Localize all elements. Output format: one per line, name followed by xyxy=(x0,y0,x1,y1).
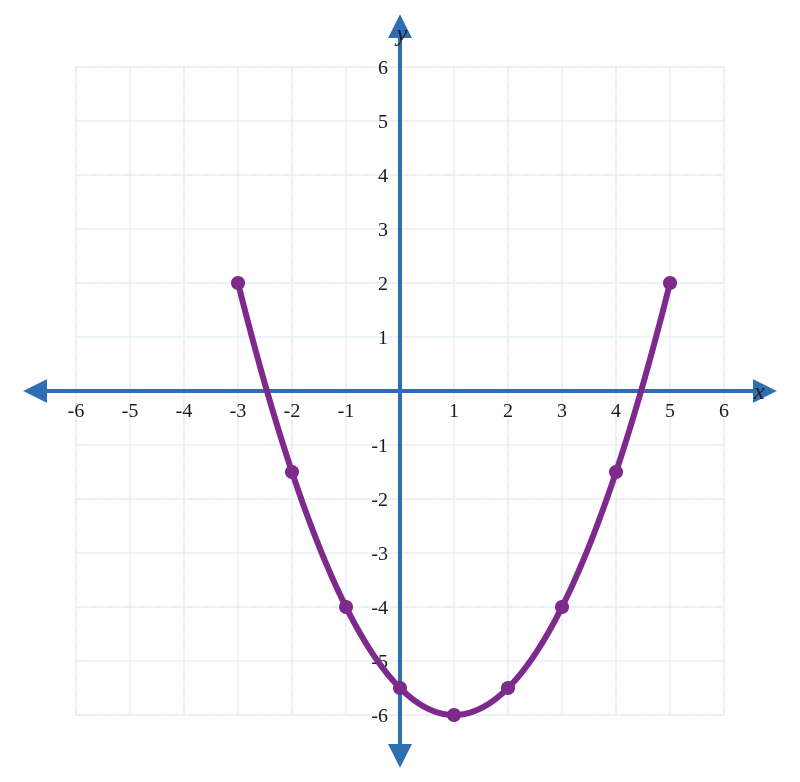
x-tick-label: -5 xyxy=(122,400,139,422)
y-tick-label: -4 xyxy=(371,597,388,619)
parabola-chart: yx-6-5-4-3-2-1123456-6-5-4-3-2-1123456 xyxy=(0,0,800,782)
x-tick-label: 1 xyxy=(449,400,459,422)
y-tick-label: 2 xyxy=(378,273,388,295)
data-point xyxy=(555,600,569,614)
data-point xyxy=(501,681,515,695)
data-point xyxy=(609,465,623,479)
x-tick-label: -6 xyxy=(68,400,85,422)
y-tick-label: -2 xyxy=(371,489,388,511)
y-tick-label: 3 xyxy=(378,219,388,241)
x-tick-label: -4 xyxy=(176,400,193,422)
data-point xyxy=(663,276,677,290)
x-axis-label: x xyxy=(753,379,765,405)
y-axis-label: y xyxy=(395,21,408,47)
x-tick-label: -2 xyxy=(284,400,301,422)
y-tick-label: -3 xyxy=(371,543,388,565)
chart-svg: yx-6-5-4-3-2-1123456-6-5-4-3-2-1123456 xyxy=(0,0,800,782)
data-point xyxy=(231,276,245,290)
x-tick-label: -3 xyxy=(230,400,247,422)
x-tick-label: -1 xyxy=(338,400,355,422)
x-tick-label: 2 xyxy=(503,400,513,422)
y-tick-label: -6 xyxy=(371,705,388,727)
x-tick-label: 5 xyxy=(665,400,675,422)
y-tick-label: 4 xyxy=(378,165,388,187)
data-point xyxy=(447,708,461,722)
data-point xyxy=(285,465,299,479)
data-point xyxy=(339,600,353,614)
y-tick-label: 6 xyxy=(378,57,388,79)
y-tick-label: 1 xyxy=(378,327,388,349)
y-tick-label: 5 xyxy=(378,111,388,133)
y-tick-label: -1 xyxy=(371,435,388,457)
x-tick-label: 3 xyxy=(557,400,567,422)
data-point xyxy=(393,681,407,695)
x-tick-label: 4 xyxy=(611,400,621,422)
x-tick-label: 6 xyxy=(719,400,729,422)
